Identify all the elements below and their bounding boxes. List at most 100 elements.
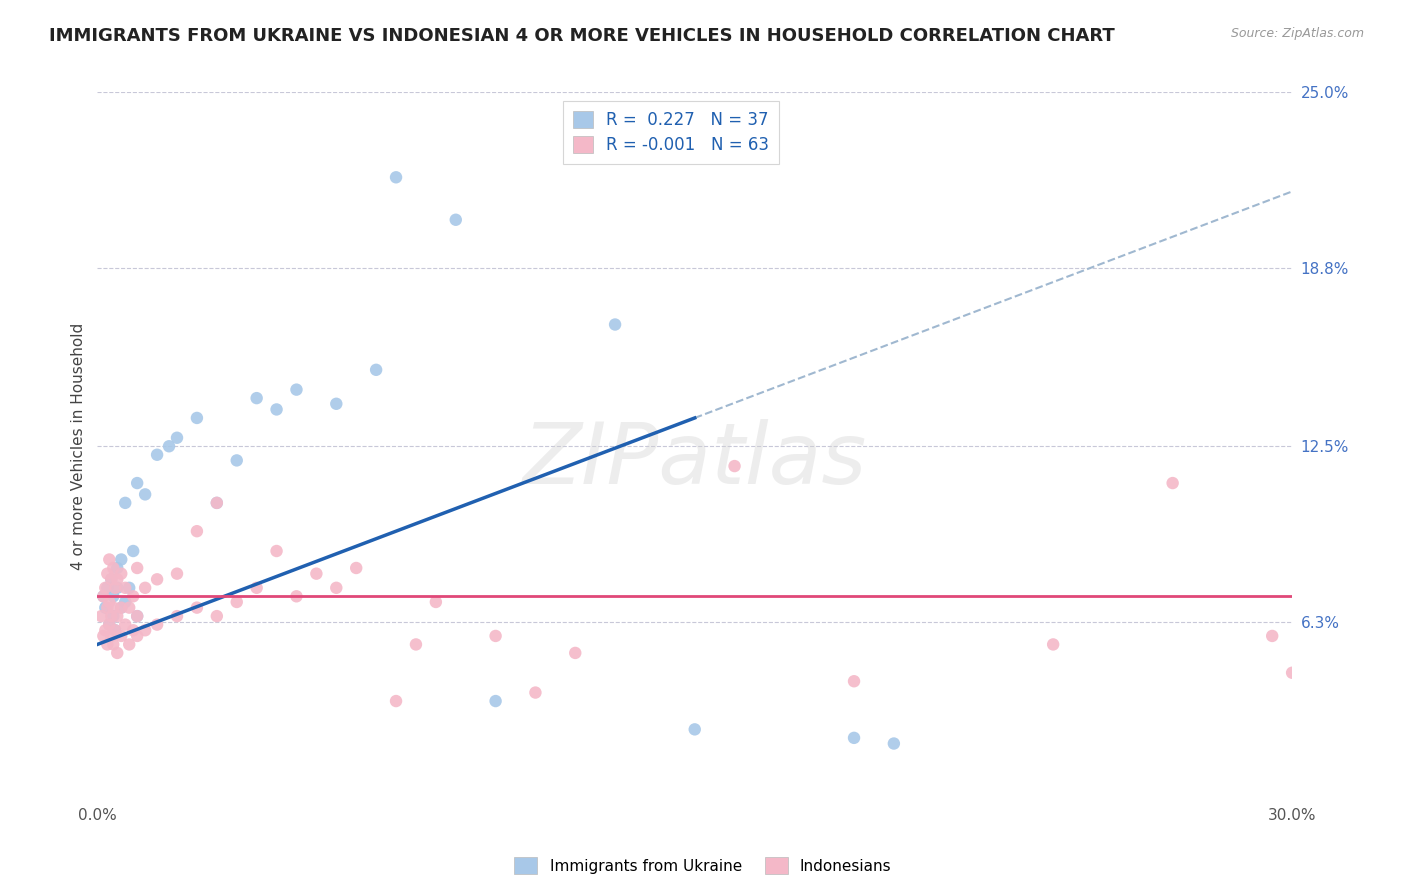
Point — [114, 581, 136, 595]
Point — [100, 572, 122, 586]
Point — [118, 581, 141, 595]
Point — [127, 629, 149, 643]
Point — [91, 590, 114, 604]
Point — [842, 674, 865, 689]
Point — [134, 624, 156, 638]
Point — [110, 566, 132, 581]
Point — [104, 624, 127, 638]
Point — [94, 581, 117, 595]
Point — [266, 544, 288, 558]
Point — [96, 566, 118, 581]
Point — [105, 561, 128, 575]
Point — [205, 496, 228, 510]
Point — [564, 646, 586, 660]
Point — [127, 609, 149, 624]
Point — [114, 496, 136, 510]
Point — [285, 383, 308, 397]
Point — [110, 600, 132, 615]
Point — [110, 552, 132, 566]
Text: ZIPatlas: ZIPatlas — [523, 419, 868, 502]
Point — [1281, 665, 1303, 680]
Point — [105, 609, 128, 624]
Point — [325, 397, 347, 411]
Y-axis label: 4 or more Vehicles in Household: 4 or more Vehicles in Household — [72, 323, 86, 570]
Point — [385, 694, 408, 708]
Point — [94, 600, 117, 615]
Point — [344, 561, 367, 575]
Point — [205, 496, 228, 510]
Point — [104, 581, 127, 595]
Point — [103, 600, 125, 615]
Point — [166, 566, 188, 581]
Point — [127, 609, 149, 624]
Point — [98, 617, 121, 632]
Point — [103, 609, 125, 624]
Point — [100, 609, 122, 624]
Point — [285, 590, 308, 604]
Point — [166, 609, 188, 624]
Legend: Immigrants from Ukraine, Indonesians: Immigrants from Ukraine, Indonesians — [509, 851, 897, 880]
Point — [842, 731, 865, 745]
Point — [146, 572, 169, 586]
Point — [103, 561, 125, 575]
Point — [146, 448, 169, 462]
Point — [110, 629, 132, 643]
Point — [103, 637, 125, 651]
Point — [1161, 476, 1184, 491]
Point — [186, 600, 208, 615]
Point — [127, 561, 149, 575]
Point — [524, 685, 547, 699]
Point — [186, 524, 208, 539]
Point — [122, 624, 145, 638]
Point — [118, 600, 141, 615]
Point — [98, 617, 121, 632]
Point — [91, 629, 114, 643]
Point — [94, 624, 117, 638]
Point — [103, 590, 125, 604]
Point — [91, 590, 114, 604]
Point — [98, 552, 121, 566]
Point — [186, 411, 208, 425]
Point — [883, 737, 905, 751]
Point — [405, 637, 427, 651]
Point — [205, 609, 228, 624]
Point — [98, 595, 121, 609]
Point — [105, 581, 128, 595]
Point — [90, 609, 112, 624]
Text: IMMIGRANTS FROM UKRAINE VS INDONESIAN 4 OR MORE VEHICLES IN HOUSEHOLD CORRELATIO: IMMIGRANTS FROM UKRAINE VS INDONESIAN 4 … — [49, 27, 1115, 45]
Point — [127, 476, 149, 491]
Point — [305, 566, 328, 581]
Point — [225, 595, 247, 609]
Point — [1261, 629, 1284, 643]
Point — [166, 431, 188, 445]
Point — [385, 170, 408, 185]
Point — [603, 318, 626, 332]
Point — [110, 600, 132, 615]
Point — [325, 581, 347, 595]
Text: Source: ZipAtlas.com: Source: ZipAtlas.com — [1230, 27, 1364, 40]
Point — [246, 581, 269, 595]
Point — [134, 487, 156, 501]
Point — [246, 391, 269, 405]
Point — [118, 637, 141, 651]
Point — [157, 439, 180, 453]
Point — [444, 212, 467, 227]
Point — [146, 617, 169, 632]
Point — [1042, 637, 1064, 651]
Point — [96, 581, 118, 595]
Point — [100, 629, 122, 643]
Point — [114, 595, 136, 609]
Point — [484, 629, 506, 643]
Point — [122, 590, 145, 604]
Point — [96, 600, 118, 615]
Point — [425, 595, 447, 609]
Point — [366, 363, 388, 377]
Point — [134, 581, 156, 595]
Point — [105, 572, 128, 586]
Point — [122, 544, 145, 558]
Point — [266, 402, 288, 417]
Point — [484, 694, 506, 708]
Point — [100, 572, 122, 586]
Point — [96, 637, 118, 651]
Point — [105, 646, 128, 660]
